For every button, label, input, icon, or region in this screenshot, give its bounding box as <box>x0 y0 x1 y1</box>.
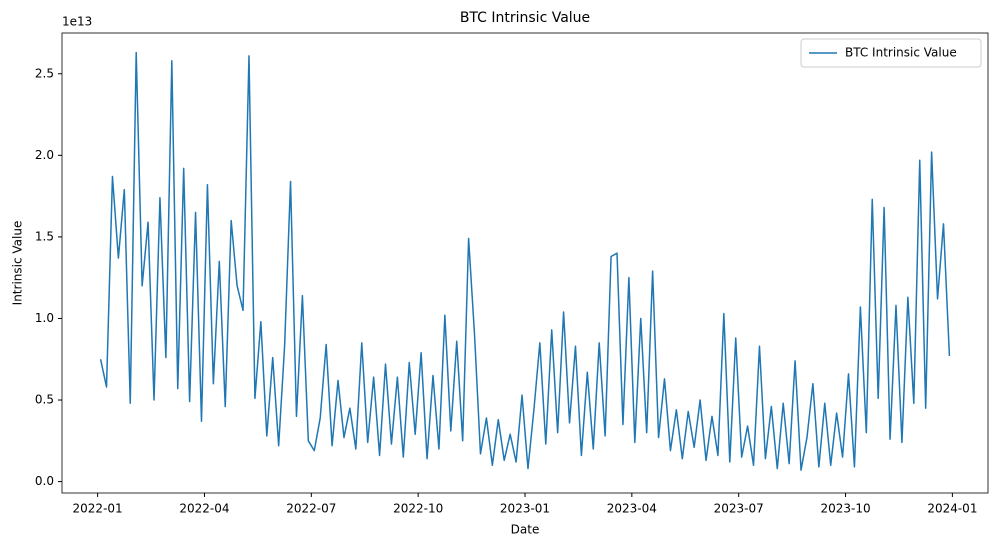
data-line <box>99 51 951 471</box>
legend-label: BTC Intrinsic Value <box>845 46 957 60</box>
x-tick-label: 2022-01 <box>73 502 123 516</box>
x-axis-label: Date <box>511 523 540 537</box>
x-tick-label: 2023-04 <box>607 502 657 516</box>
x-tick-label: 2022-07 <box>286 502 336 516</box>
y-tick-label: 1.0 <box>35 311 54 325</box>
x-tick-label: 2023-07 <box>714 502 764 516</box>
y-offset-label: 1e13 <box>62 15 92 29</box>
x-tick-label: 2022-04 <box>179 502 229 516</box>
y-tick-label: 2.0 <box>35 148 54 162</box>
legend-box <box>800 38 982 68</box>
y-axis-label: Intrinsic Value <box>11 221 25 306</box>
y-tick-label: 0.5 <box>35 393 54 407</box>
y-tick-label: 0.0 <box>35 474 54 488</box>
x-tick-label: 2023-01 <box>500 502 550 516</box>
chart-title: BTC Intrinsic Value <box>460 10 590 26</box>
x-tick-label: 2022-10 <box>393 502 443 516</box>
x-tick-label: 2024-01 <box>927 502 977 516</box>
y-tick-label: 1.5 <box>35 229 54 243</box>
x-tick-label: 2023-10 <box>820 502 870 516</box>
plot-frame <box>61 32 989 494</box>
y-tick-label: 2.5 <box>35 66 54 80</box>
